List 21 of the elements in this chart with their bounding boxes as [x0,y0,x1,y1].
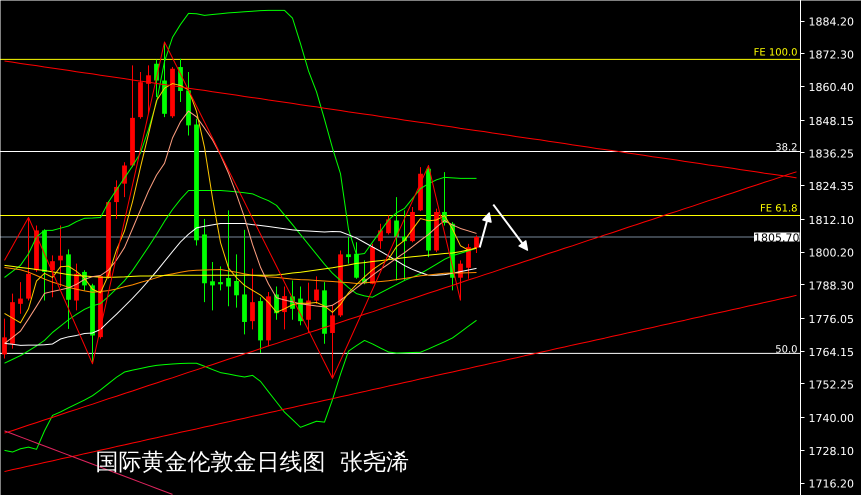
y-tick-label: 1848.15 [808,114,854,128]
y-tick-label: 1764.15 [808,346,854,359]
y-tick-label: 1872.30 [808,48,854,62]
y-tick-label: 1884.20 [808,16,854,29]
y-tick-label: 1788.30 [808,279,854,292]
y-tick-label: 1836.25 [808,147,854,160]
y-tick-label: 1776.05 [808,313,854,326]
text: 国际黄金伦敦金日线图 张尧浠 [96,450,410,476]
y-tick-label: 1716.20 [808,478,854,491]
y-tick-label: 1800.20 [808,246,854,260]
y-tick-label: 1812.10 [808,214,854,227]
annotation: FE 100.0 [754,47,798,58]
y-tick-label: 1860.40 [808,81,854,94]
y-tick-label: 1728.10 [808,444,854,458]
y-tick-label: 1824.35 [808,180,854,194]
ref-line-label: 1805.70 [754,232,800,244]
annotation: 38.2 [775,142,798,154]
annotation: 50.0 [775,344,798,356]
annotation: FE 61.8 [760,204,798,215]
y-tick-label: 1740.00 [808,412,854,426]
y-tick-label: 1752.25 [808,378,854,392]
